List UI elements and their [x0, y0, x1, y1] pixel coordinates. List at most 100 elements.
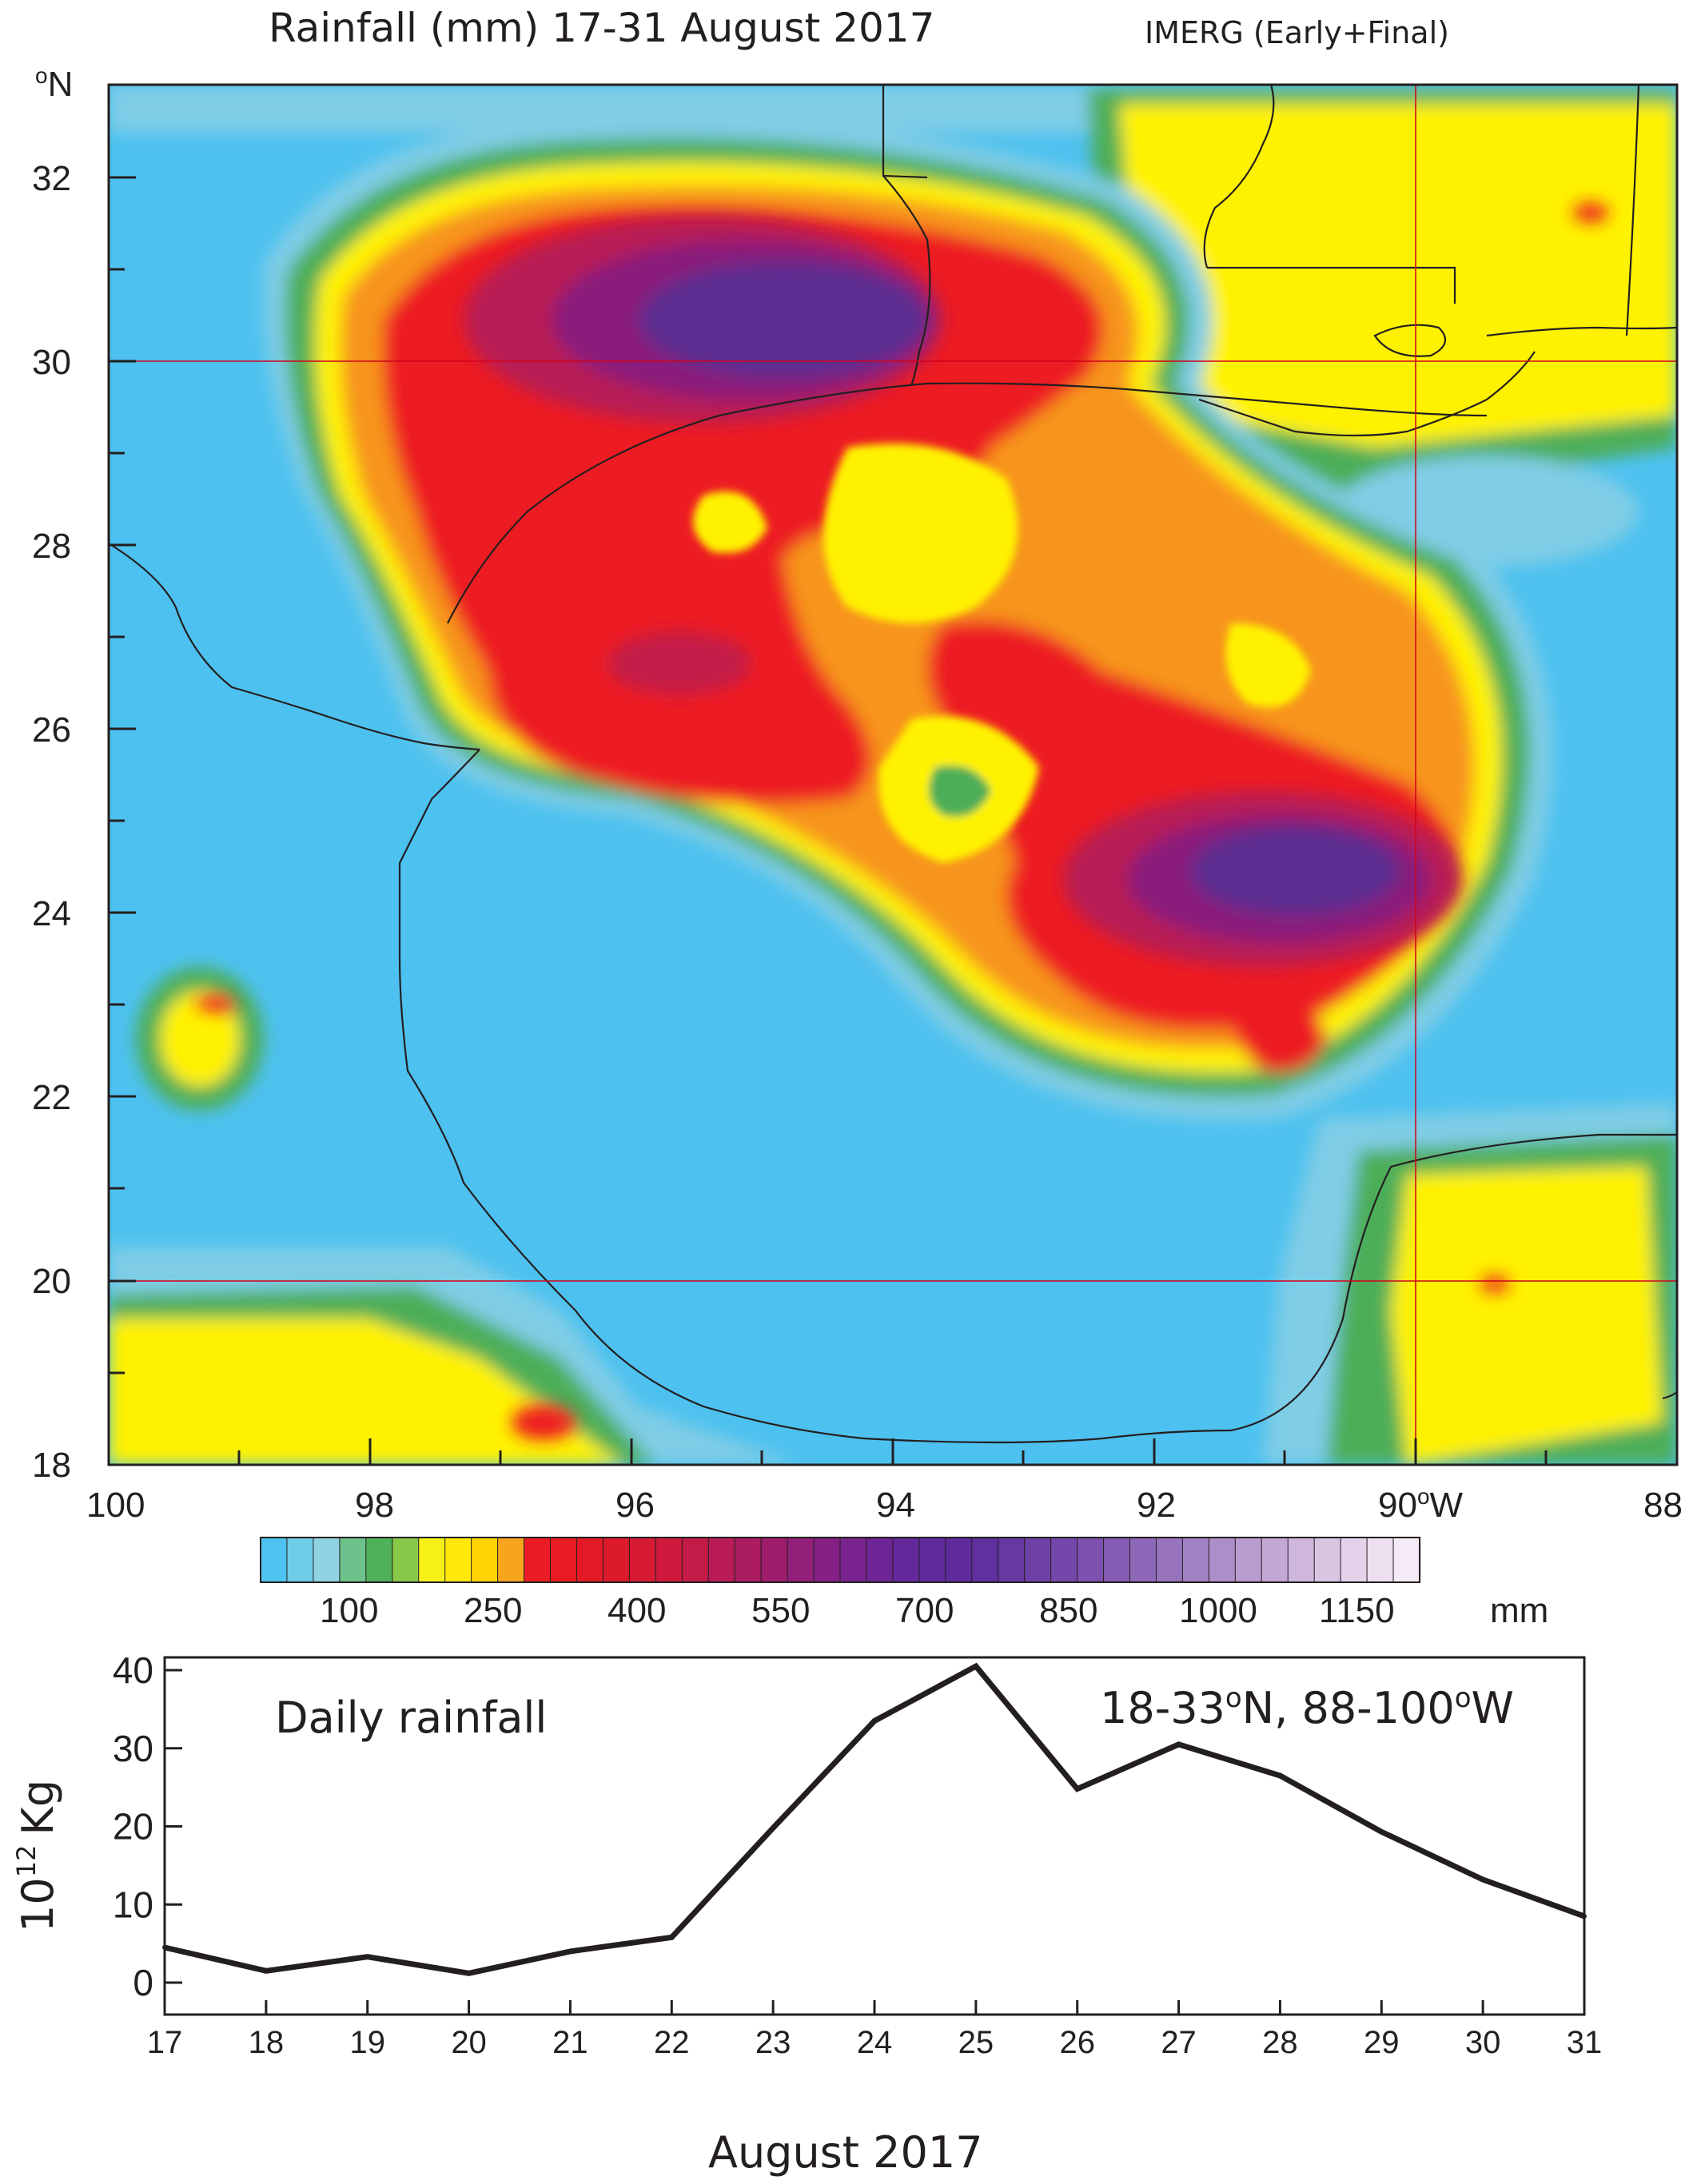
colorbar-swatch — [1181, 1537, 1210, 1583]
louisiana-mississippi-border — [1207, 266, 1456, 304]
colorbar-swatch — [1261, 1537, 1289, 1583]
colorbar-swatch — [313, 1537, 341, 1583]
texas-mexico-border — [109, 543, 480, 751]
colorbar-swatch — [1208, 1537, 1237, 1583]
gulf-coast-east — [1486, 326, 1677, 337]
lon-90-w: W — [1430, 1486, 1464, 1525]
lat-tick-label: 22 — [32, 1078, 71, 1117]
mexico-gulf-coast — [398, 749, 1677, 1444]
lon-90w-label: 90oW — [1378, 1484, 1464, 1525]
annotation-part: N, 88-100 — [1242, 1683, 1455, 1733]
colorbar-swatch — [1366, 1537, 1395, 1583]
colorbar-swatch — [1287, 1537, 1316, 1583]
data-point — [973, 1664, 978, 1669]
lat-tick-label: 18 — [32, 1446, 71, 1485]
colorbar-swatch — [471, 1537, 499, 1583]
rainfall-islands — [693, 158, 1487, 863]
x-tick-label: 18 — [249, 2025, 285, 2060]
y-tick-label: 40 — [113, 1649, 153, 1691]
colorbar-swatch — [760, 1537, 789, 1583]
colorbar-swatch — [550, 1537, 578, 1583]
x-tick-label: 17 — [147, 2025, 183, 2060]
chart-xlabel: August 2017 — [708, 2127, 983, 2178]
ylabel-exponent: 12 — [11, 1845, 42, 1878]
figure-title: Rainfall (mm) 17-31 August 2017 — [269, 5, 934, 51]
colorbar: 100 250 400 550 700 850 1000 1150 mm — [260, 1537, 1548, 1630]
data-point — [162, 1945, 167, 1950]
ylabel-base: 10 — [13, 1877, 63, 1932]
colorbar-swatch — [945, 1537, 973, 1583]
colorbar-label: 700 — [895, 1591, 954, 1630]
colorbar-label: 250 — [464, 1591, 522, 1630]
colorbar-swatch — [628, 1537, 657, 1583]
figure-product-label: IMERG (Early+Final) — [1145, 15, 1449, 50]
chart-xaxis: 17 18 19 20 21 22 23 24 25 26 27 28 29 30 31 — [147, 2000, 1602, 2060]
colorbar-swatch — [444, 1537, 472, 1583]
colorbar-swatch — [839, 1537, 868, 1583]
lon-90-degree: o — [1417, 1484, 1430, 1509]
colorbar-swatch — [707, 1537, 736, 1583]
texas-coast — [447, 382, 1488, 624]
ylabel-unit: Kg — [13, 1780, 63, 1836]
chart-ylabel: 1012 Kg — [11, 1780, 63, 1932]
colorbar-swatch — [260, 1537, 289, 1583]
colorbar-swatch — [418, 1537, 446, 1583]
colorbar-swatches — [260, 1537, 1421, 1583]
lake-pontchartrain — [1373, 324, 1447, 357]
coastlines-and-borders — [109, 85, 1677, 1444]
colorbar-label: 1150 — [1319, 1591, 1395, 1630]
colorbar-label: 400 — [608, 1591, 666, 1630]
lon-tick-label: 94 — [876, 1486, 915, 1525]
lon-tick-marks — [237, 1438, 1548, 1465]
data-point — [1379, 1829, 1384, 1835]
annotation-degree: o — [1455, 1682, 1472, 1714]
colorbar-swatch — [1024, 1537, 1052, 1583]
lat-unit-o: o — [35, 63, 48, 88]
colorbar-swatch — [339, 1537, 367, 1583]
colorbar-label: 1000 — [1179, 1591, 1257, 1630]
colorbar-swatch — [576, 1537, 604, 1583]
colorbar-swatch — [1234, 1537, 1263, 1583]
louisiana-delta — [1198, 351, 1536, 437]
x-tick-label: 19 — [349, 2025, 385, 2060]
colorbar-swatch — [392, 1537, 420, 1583]
data-point — [1480, 1877, 1486, 1882]
lat-unit-label: oN — [35, 63, 73, 104]
lon-tick-label: 96 — [615, 1486, 655, 1525]
data-point — [872, 1718, 877, 1724]
rainfall-map: oN 32 30 28 26 24 22 20 18 100 98 — [32, 63, 1683, 1525]
colorbar-swatch — [892, 1537, 920, 1583]
colorbar-swatch — [813, 1537, 842, 1583]
colorbar-swatch — [1155, 1537, 1184, 1583]
data-point — [1582, 1913, 1587, 1919]
data-point — [568, 1948, 573, 1954]
lat-tick-label: 28 — [32, 527, 71, 566]
colorbar-label: 100 — [320, 1591, 378, 1630]
x-tick-label: 28 — [1262, 2025, 1298, 2060]
red-gridlines — [109, 85, 1677, 1465]
colorbar-swatch — [655, 1537, 683, 1583]
alabama-border — [1625, 85, 1640, 336]
x-tick-label: 23 — [755, 2025, 791, 2060]
colorbar-swatch — [1050, 1537, 1078, 1583]
lat-tick-label: 26 — [32, 710, 71, 750]
colorbar-swatch — [1129, 1537, 1157, 1583]
data-point — [1176, 1741, 1181, 1747]
x-tick-label: 30 — [1465, 2025, 1501, 2060]
x-tick-label: 24 — [857, 2025, 893, 2060]
colorbar-swatch — [602, 1537, 631, 1583]
x-tick-label: 27 — [1161, 2025, 1197, 2060]
colorbar-swatch — [1077, 1537, 1105, 1583]
colorbar-swatch — [971, 1537, 999, 1583]
lon-tick-label: 88 — [1643, 1486, 1683, 1525]
y-tick-label: 0 — [133, 1962, 153, 2003]
colorbar-swatch — [734, 1537, 763, 1583]
x-tick-label: 21 — [552, 2025, 588, 2060]
x-tick-label: 22 — [654, 2025, 690, 2060]
lat-tick-label: 30 — [32, 343, 71, 382]
colorbar-swatch — [1392, 1537, 1421, 1583]
daily-rainfall-chart: Daily rainfall 18-33oN, 88-100oW 1012Kg … — [11, 1649, 1602, 2178]
data-point — [669, 1935, 675, 1940]
x-tick-label: 26 — [1059, 2025, 1095, 2060]
